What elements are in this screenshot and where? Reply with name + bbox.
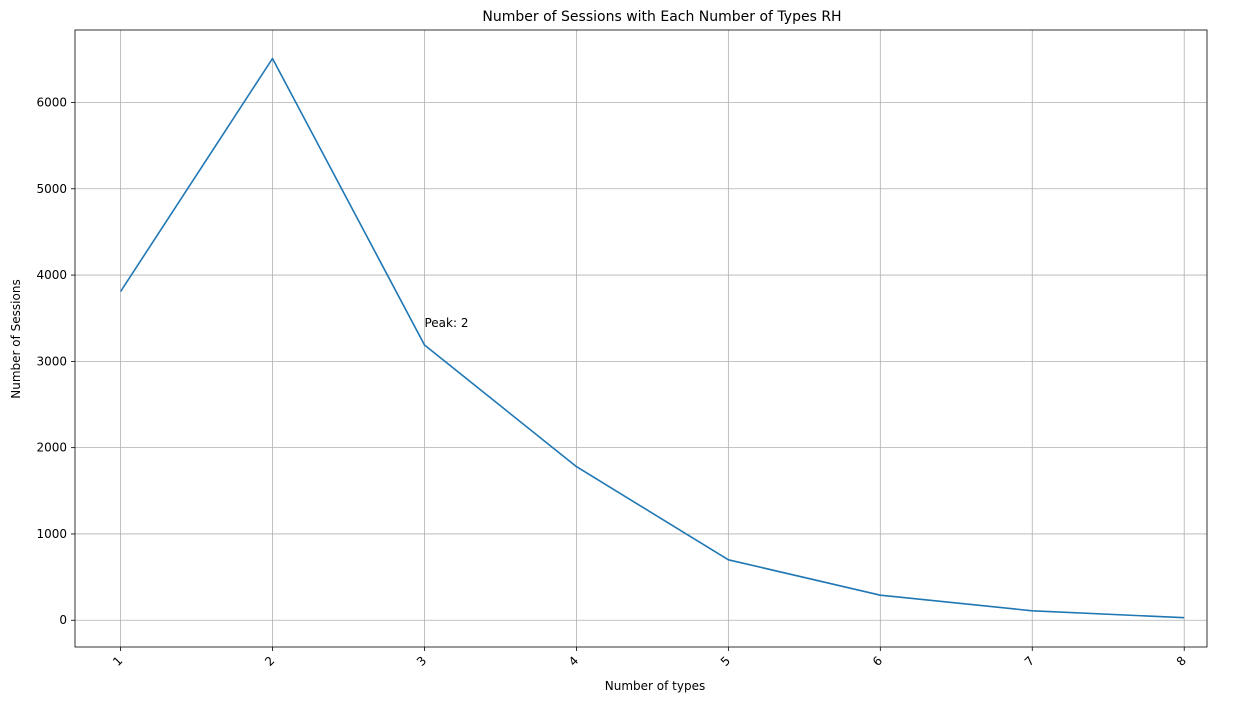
x-tick-label: 6: [870, 654, 885, 669]
y-tick-label: 0: [59, 613, 67, 627]
x-tick-label: 5: [718, 654, 733, 669]
y-tick-label: 4000: [36, 268, 67, 282]
plot-frame: [74, 29, 1208, 648]
x-tick-label: 2: [262, 654, 277, 669]
x-tick-label: 1: [110, 654, 125, 669]
series-line: [119, 57, 1185, 619]
peak-annotation: Peak: 2: [424, 316, 468, 330]
y-axis-label: Number of Sessions: [9, 279, 23, 398]
y-tick-label: 3000: [36, 354, 67, 368]
x-axis-label: Number of types: [605, 679, 705, 693]
x-tick-label: 4: [566, 654, 581, 669]
axis-ticks: 1 2 3 4 5 6 7 8 0 1000 2000 3000 4000 5000 6000: [36, 95, 1189, 668]
y-tick-label: 6000: [36, 95, 67, 109]
y-tick-label: 5000: [36, 182, 67, 196]
series-layer: [119, 57, 1185, 619]
x-tick-label: 3: [414, 654, 429, 669]
y-tick-label: 2000: [36, 441, 67, 455]
x-tick-label: 8: [1174, 654, 1189, 669]
chart-title: Number of Sessions with Each Number of T…: [482, 9, 841, 25]
grid-lines: [75, 30, 1207, 647]
annotations: Peak: 2: [424, 316, 468, 330]
y-tick-label: 1000: [36, 527, 67, 541]
x-tick-label: 7: [1022, 654, 1037, 669]
